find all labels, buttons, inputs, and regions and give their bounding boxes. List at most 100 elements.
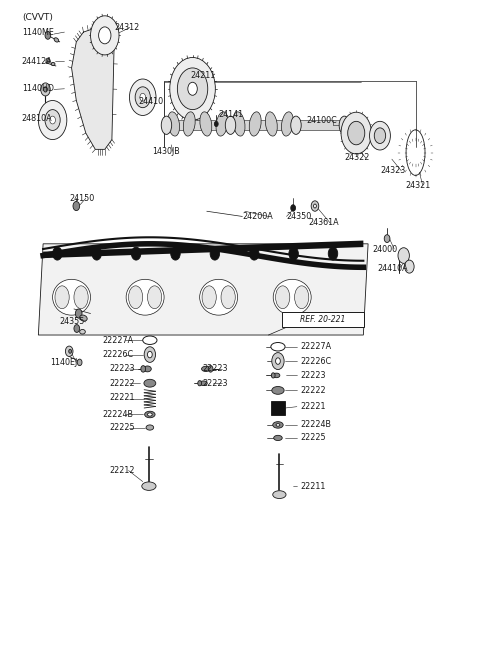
Circle shape xyxy=(289,247,299,260)
Text: 24410: 24410 xyxy=(138,97,163,106)
Ellipse shape xyxy=(273,491,286,499)
Text: 22222: 22222 xyxy=(301,386,326,395)
Ellipse shape xyxy=(233,112,245,136)
Circle shape xyxy=(370,122,390,150)
Circle shape xyxy=(271,373,275,378)
Polygon shape xyxy=(72,26,114,149)
Ellipse shape xyxy=(295,286,309,309)
Circle shape xyxy=(374,128,385,143)
Circle shape xyxy=(135,87,150,108)
Ellipse shape xyxy=(281,112,293,136)
Text: 22225: 22225 xyxy=(109,423,135,432)
Ellipse shape xyxy=(202,286,216,309)
Ellipse shape xyxy=(147,286,162,309)
Text: 24322: 24322 xyxy=(344,153,370,162)
Circle shape xyxy=(74,325,80,332)
Circle shape xyxy=(272,353,284,369)
Circle shape xyxy=(215,122,218,127)
Circle shape xyxy=(65,346,73,357)
Bar xyxy=(164,120,349,131)
Circle shape xyxy=(210,247,219,260)
Text: 22221: 22221 xyxy=(301,402,326,411)
Ellipse shape xyxy=(161,116,172,135)
Ellipse shape xyxy=(200,112,212,136)
Polygon shape xyxy=(43,240,363,258)
Circle shape xyxy=(384,235,390,242)
Ellipse shape xyxy=(142,482,156,490)
Circle shape xyxy=(178,68,208,110)
Polygon shape xyxy=(38,244,368,335)
Text: 22224B: 22224B xyxy=(301,420,332,430)
Circle shape xyxy=(198,380,202,386)
Ellipse shape xyxy=(144,379,156,387)
Circle shape xyxy=(53,247,62,260)
Ellipse shape xyxy=(144,411,155,418)
Circle shape xyxy=(311,201,319,212)
Text: 24200A: 24200A xyxy=(242,212,273,221)
Circle shape xyxy=(250,247,259,260)
Ellipse shape xyxy=(221,286,235,309)
Text: 24100C: 24100C xyxy=(306,116,337,125)
Text: 1430JB: 1430JB xyxy=(152,147,180,156)
Ellipse shape xyxy=(271,342,285,351)
Text: 24000: 24000 xyxy=(372,244,397,254)
Ellipse shape xyxy=(144,366,151,372)
Ellipse shape xyxy=(146,425,154,430)
Ellipse shape xyxy=(80,315,87,321)
Text: 24323: 24323 xyxy=(380,166,405,175)
Circle shape xyxy=(188,82,197,95)
Circle shape xyxy=(50,116,56,124)
Text: 24312: 24312 xyxy=(114,23,140,32)
Text: 22222: 22222 xyxy=(109,378,135,388)
Ellipse shape xyxy=(273,373,280,378)
Text: 22226C: 22226C xyxy=(102,350,133,359)
Ellipse shape xyxy=(272,386,284,394)
Text: REF. 20-221: REF. 20-221 xyxy=(300,315,346,324)
Text: 22226C: 22226C xyxy=(301,357,332,365)
Circle shape xyxy=(348,122,365,145)
Text: 24211: 24211 xyxy=(190,71,216,80)
Text: 22212: 22212 xyxy=(109,466,135,475)
Circle shape xyxy=(75,309,82,318)
Circle shape xyxy=(41,83,50,96)
Ellipse shape xyxy=(129,286,143,309)
Circle shape xyxy=(45,110,60,131)
Circle shape xyxy=(208,366,213,372)
Ellipse shape xyxy=(53,279,91,315)
Bar xyxy=(271,401,285,415)
Ellipse shape xyxy=(147,413,152,416)
Ellipse shape xyxy=(265,112,277,136)
Ellipse shape xyxy=(143,336,157,344)
Ellipse shape xyxy=(276,424,280,426)
Ellipse shape xyxy=(274,436,282,441)
Ellipse shape xyxy=(249,112,261,136)
Text: 22224B: 22224B xyxy=(102,410,133,419)
Ellipse shape xyxy=(55,286,69,309)
Circle shape xyxy=(44,87,48,92)
Ellipse shape xyxy=(126,279,164,315)
Text: 22227A: 22227A xyxy=(102,336,133,345)
Circle shape xyxy=(46,58,50,63)
Ellipse shape xyxy=(291,116,301,135)
Text: 24810A: 24810A xyxy=(22,114,52,124)
Text: 1140EJ: 1140EJ xyxy=(50,358,77,367)
Ellipse shape xyxy=(80,329,85,334)
Ellipse shape xyxy=(51,62,55,66)
Ellipse shape xyxy=(200,381,207,386)
Ellipse shape xyxy=(216,112,228,136)
Circle shape xyxy=(91,16,119,55)
Circle shape xyxy=(98,27,111,44)
Text: 24150: 24150 xyxy=(69,194,95,203)
Text: 1140ME: 1140ME xyxy=(22,28,54,37)
Ellipse shape xyxy=(273,279,311,315)
Circle shape xyxy=(77,359,82,366)
Text: 24321: 24321 xyxy=(405,181,431,190)
FancyBboxPatch shape xyxy=(282,312,364,327)
Circle shape xyxy=(171,247,180,260)
Ellipse shape xyxy=(225,116,236,135)
Circle shape xyxy=(291,205,296,212)
Circle shape xyxy=(45,32,51,39)
Ellipse shape xyxy=(200,279,238,315)
Ellipse shape xyxy=(54,37,59,42)
Circle shape xyxy=(144,347,156,363)
